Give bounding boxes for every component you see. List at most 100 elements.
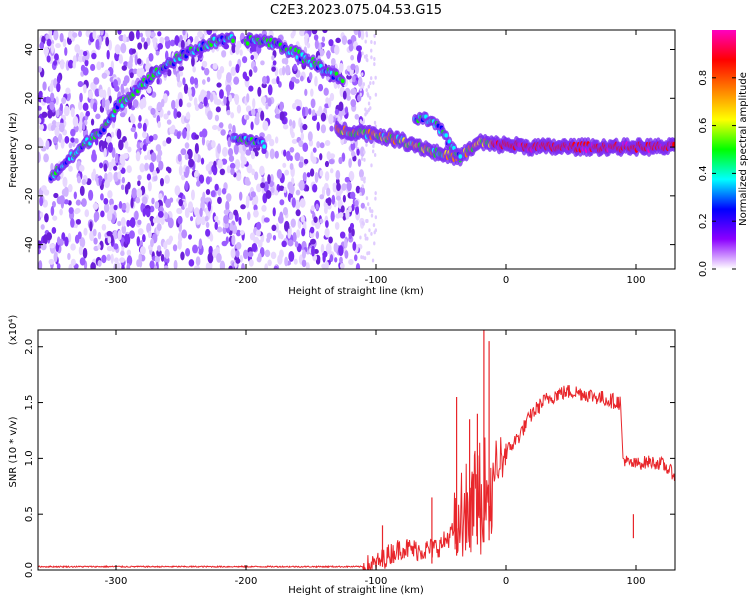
spectrogram-noise-cell xyxy=(311,115,317,121)
spectrogram-noise-cell xyxy=(63,105,70,117)
spectrogram-noise-cell xyxy=(97,244,101,250)
spectrogram-noise-cell xyxy=(173,259,178,269)
spectrogram-noise-cell xyxy=(365,88,368,93)
spectrogram-noise-cell xyxy=(320,243,325,254)
spectrogram-noise-cell xyxy=(290,131,295,139)
spectrogram-noise-cell xyxy=(158,193,163,200)
spectrogram-noise-cell xyxy=(207,252,214,264)
spectrogram-noise-cell xyxy=(345,209,350,220)
spectrogram-noise-cell xyxy=(141,131,148,139)
spectrogram-noise-cell xyxy=(67,59,74,69)
spectrogram-noise-cell xyxy=(228,94,233,103)
spectrogram-noise-cell xyxy=(326,151,331,160)
spectrogram-noise-cell xyxy=(273,265,279,269)
spectrogram-noise-cell xyxy=(295,189,301,196)
spectrogram-noise-cell xyxy=(360,156,364,161)
spectrogram-noise-cell xyxy=(352,75,356,83)
spectrogram-noise-cell xyxy=(180,39,185,50)
spectrogram-noise-cell xyxy=(92,202,99,210)
spectrogram-ridge-cell xyxy=(340,78,345,84)
snr-y-tick-label: 0.5 xyxy=(24,506,35,522)
colorbar-tick-label: 0.2 xyxy=(698,213,709,229)
spectrogram-noise-cell xyxy=(72,32,78,38)
spectrogram-noise-cell xyxy=(235,63,240,74)
spectrogram-noise-cell xyxy=(215,98,222,106)
spectrogram-noise-cell xyxy=(197,31,203,38)
spectrogram-noise-cell xyxy=(266,237,271,243)
spectrogram-noise-cell xyxy=(239,49,243,56)
spectrogram-noise-cell xyxy=(73,191,77,200)
spectrogram-noise-cell xyxy=(245,197,250,209)
spectrogram-noise-cell xyxy=(103,202,110,213)
spectrogram-noise-cell xyxy=(125,202,130,214)
spectrogram-noise-cell xyxy=(329,92,335,102)
spectrogram-noise-cell xyxy=(119,257,126,263)
spectrogram-noise-cell xyxy=(105,36,110,47)
spectrogram-noise-cell xyxy=(173,108,178,119)
spectrogram-noise-cell xyxy=(49,101,55,111)
spectrogram-noise-cell xyxy=(104,172,108,181)
spectrogram-noise-cell xyxy=(207,110,213,121)
spectrogram-noise-cell xyxy=(149,162,155,173)
spectrogram-noise-cell xyxy=(219,168,225,176)
spectrogram-noise-cell xyxy=(319,169,324,177)
spectrogram-noise-cell xyxy=(100,210,105,218)
spectrogram-noise-cell xyxy=(112,230,119,240)
spectrogram-noise-cell xyxy=(217,196,222,205)
spectrogram-noise-cell xyxy=(254,150,259,157)
spectrogram-noise-cell xyxy=(82,67,89,76)
spectrogram-noise-cell xyxy=(38,66,43,73)
spectrogram-noise-cell xyxy=(199,131,204,138)
spectrogram-noise-cell xyxy=(120,217,126,227)
spectrogram-noise-cell xyxy=(248,259,254,267)
spectrogram-noise-cell xyxy=(163,265,169,269)
spectrogram-noise-cell xyxy=(261,204,267,212)
spectrogram-noise-cell xyxy=(79,237,86,248)
spectrogram-y-tick-label: 20 xyxy=(24,92,35,105)
spectrogram-noise-cell xyxy=(159,177,165,187)
spectrogram-noise-cell xyxy=(324,160,330,168)
spectrogram-noise-cell xyxy=(137,228,144,236)
spectrogram-noise-cell xyxy=(301,106,306,118)
spectrogram-noise-cell xyxy=(78,123,83,133)
spectrogram-noise-cell xyxy=(292,102,297,110)
spectrogram-noise-cell xyxy=(163,241,168,250)
snr-x-tick-label: -100 xyxy=(365,576,388,587)
spectrogram-noise-cell xyxy=(262,75,267,85)
spectrogram-noise-cell xyxy=(249,232,256,241)
spectrogram-noise-cell xyxy=(275,105,280,116)
spectrogram-noise-cell xyxy=(334,222,340,230)
spectrogram-noise-cell xyxy=(267,259,272,267)
spectrogram-noise-cell xyxy=(283,186,287,193)
spectrogram-noise-cell xyxy=(142,207,148,215)
spectrogram-noise-cell xyxy=(78,164,85,172)
spectrogram-noise-cell xyxy=(310,88,314,97)
spectrogram-noise-cell xyxy=(301,259,307,268)
spectrogram-noise-cell xyxy=(169,125,175,135)
spectrogram-noise-cell xyxy=(174,185,181,196)
spectrogram-noise-cell xyxy=(219,260,226,269)
colorbar: 0.0 0.2 0.4 0.6 0.8 Normalized spectral ampl… xyxy=(698,30,749,277)
spectrogram-noise-cell xyxy=(205,90,211,100)
spectrogram-noise-cell xyxy=(238,191,243,201)
spectrogram-noise-cell xyxy=(186,129,190,141)
colorbar-tick-label: 0.8 xyxy=(698,70,709,86)
spectrogram-noise-cell xyxy=(359,146,365,158)
spectrogram-noise-cell xyxy=(81,198,87,207)
spectrogram-noise-cell xyxy=(335,195,341,201)
spectrogram-noise-cell xyxy=(363,256,367,261)
spectrogram-noise-cell xyxy=(72,116,79,127)
spectrogram-ridge-cell xyxy=(262,144,267,149)
spectrogram-noise-cell xyxy=(150,107,156,116)
spectrogram-noise-cell xyxy=(265,103,269,110)
spectrogram-noise-cell xyxy=(126,262,131,269)
spectrogram-noise-cell xyxy=(67,252,71,261)
spectrogram-noise-cell xyxy=(121,65,128,71)
spectrogram-noise-cell xyxy=(225,236,229,244)
spectrogram-noise-cell xyxy=(166,69,172,77)
spectrogram-noise-cell xyxy=(82,247,88,259)
spectrogram-noise-cell xyxy=(286,150,291,162)
spectrogram-noise-cell xyxy=(92,30,97,40)
spectrogram-noise-cell xyxy=(328,158,335,165)
spectrogram-noise-cell xyxy=(250,191,256,198)
